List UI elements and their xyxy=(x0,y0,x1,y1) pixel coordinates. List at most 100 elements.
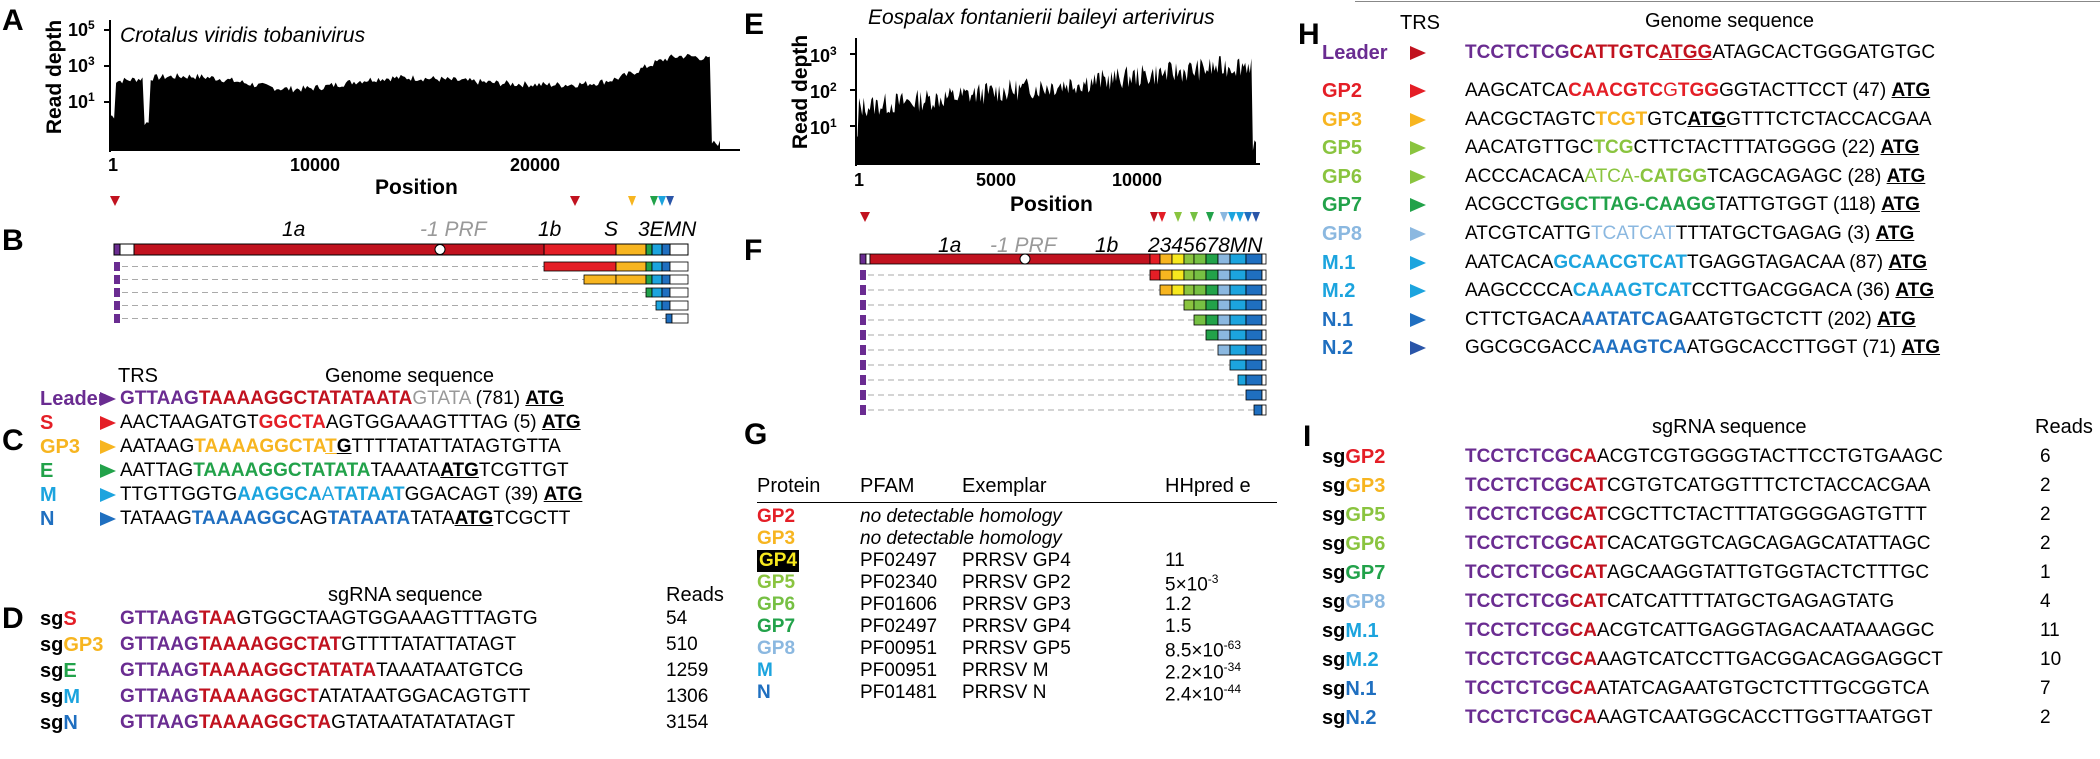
row-label-text: GP8 xyxy=(1345,591,1386,613)
sequence-segment: AGCAAGGTATTGTGGTACTCTTTGC xyxy=(1607,562,1930,583)
sequence-segment: GTATAATATATATAGT xyxy=(331,712,516,733)
sequence: TCCTCTCGCAACGTCGTGGGGTACTTCCTGTGAAGC xyxy=(1465,446,1943,468)
row-label-text: GP5 xyxy=(1322,137,1363,160)
sequence-segment: ATG xyxy=(454,508,494,529)
hhpred-e-value: 8.5×10-63 xyxy=(1165,638,1241,662)
row-label-text: M.1 xyxy=(1345,620,1379,642)
panel-b-label-prf: -1 PRF xyxy=(420,218,487,241)
panel-i-col-seq: sgRNA sequence xyxy=(1652,416,1807,438)
orf-block xyxy=(1245,269,1263,281)
row-label-prefix: sg xyxy=(1322,504,1346,526)
sequence-segment: AAAGTCA xyxy=(1591,337,1687,359)
panel-g-header-rule xyxy=(757,502,1277,503)
orf-block xyxy=(1229,344,1247,356)
e-mantissa: 1.5 xyxy=(1165,616,1192,637)
orf-block xyxy=(1245,389,1263,401)
sequence-segment: ATG xyxy=(541,412,581,433)
row-label: M.1 xyxy=(1322,252,1355,275)
sequence: GGCGCGACCAAAGTCAATGGCACCTTGGT (71) ATG xyxy=(1465,337,1940,359)
sequence-segment: TCCTCTCG xyxy=(1465,446,1570,467)
sequence-segment: GTTTTATATTATAGT xyxy=(341,634,517,655)
sequence-segment: CCTTGACGGACA (36) xyxy=(1691,280,1896,302)
orf-block xyxy=(1237,374,1247,386)
row-label-prefix: sg xyxy=(1322,533,1346,555)
panel-a-ytick: 101 xyxy=(68,90,95,112)
trs-arrow-icon xyxy=(1410,284,1426,299)
panel-d-col-seq: sgRNA sequence xyxy=(328,584,483,606)
trs-arrow-icon xyxy=(1410,141,1426,156)
panel-f-label-genes: 2345678MN xyxy=(1148,234,1263,257)
pfam-id: PF00951 xyxy=(860,638,938,659)
sequence-segment: G xyxy=(336,436,352,457)
row-label: Leader xyxy=(40,388,106,411)
trs-arrow-icon xyxy=(1410,341,1426,356)
hhpred-e-value: 1.5 xyxy=(1165,616,1191,638)
trs-arrow-icon xyxy=(100,464,116,478)
reads-count: 1306 xyxy=(666,686,709,707)
sequence-segment: TAAAAGGC xyxy=(191,508,301,529)
sequence: AATTAGTAAAAGGCTATATATAAATAATGTCGTTGT xyxy=(120,460,569,482)
sequence: TCCTCTCGCAAAGTCATCCTTGACGGACAGGAGGCT xyxy=(1465,649,1943,671)
panel-b-label-1a: 1a xyxy=(282,218,306,241)
row-label-prefix: sg xyxy=(40,712,64,734)
sequence-segment: CTTCTACTTTATGGGG (22) xyxy=(1633,137,1881,159)
orf-block xyxy=(645,274,653,285)
sequence-segment: CAACGTC xyxy=(1568,80,1664,101)
sequence-segment: TATTGTGGT (118) xyxy=(1715,194,1882,216)
sequence-segment: (781) xyxy=(470,388,526,409)
row-label: N.2 xyxy=(1322,337,1353,360)
sequence-segment: ATG xyxy=(525,388,565,409)
panel-g-col-protein: Protein xyxy=(757,475,821,497)
orf-block xyxy=(1253,404,1263,416)
leader-block xyxy=(860,300,866,310)
row-label: M.2 xyxy=(1322,280,1355,303)
sequence-segment: CA xyxy=(1569,620,1597,641)
protein-name: GP8 xyxy=(757,638,796,659)
orf-block xyxy=(1261,374,1267,386)
sequence-segment: TCGTTGT xyxy=(478,460,569,481)
panel-c-col-trs: TRS xyxy=(118,365,158,387)
row-label: sgGP5 xyxy=(1322,504,1385,527)
sequence-segment: ATGGCACCTTGGT (71) xyxy=(1686,337,1902,359)
panel-a-label: A xyxy=(2,4,24,37)
orf-block xyxy=(1159,284,1173,296)
row-label-text: GP7 xyxy=(1345,562,1386,584)
orf-block xyxy=(669,300,689,311)
orf-block xyxy=(1217,269,1231,281)
sequence-segment: TCCTCTCG xyxy=(1465,562,1570,583)
panel-b-genome-map xyxy=(110,196,689,324)
panel-b-label: B xyxy=(2,224,24,257)
panel-e-xtick: 1 xyxy=(854,170,865,190)
hhpred-e-value: 5×10-3 xyxy=(1165,572,1218,596)
protein-name: GP5 xyxy=(757,572,796,593)
sequence: TATAAGTAAAAGGCAGTATAATATATAATGTCGCTT xyxy=(120,508,570,530)
pfam-id: PF01481 xyxy=(860,682,938,703)
sequence: TCCTCTCGCAAAGTCAATGGCACCTTGGTTAATGGT xyxy=(1465,707,1933,729)
sequence: ACCCACACAATCA-CATGGTCAGCAGAGC (28) ATG xyxy=(1465,166,1925,188)
orf-block xyxy=(1217,299,1231,311)
panel-h-col-trs: TRS xyxy=(1400,12,1440,34)
sequence-segment: A xyxy=(321,484,335,505)
orf-block xyxy=(661,287,671,298)
leader-block xyxy=(114,288,120,297)
panel-d-label: D xyxy=(2,602,24,635)
orf-block xyxy=(1261,314,1267,326)
pfam-id: PF00951 xyxy=(860,660,938,681)
exemplar: PRRSV GP2 xyxy=(962,572,1071,593)
sequence-segment: TAAAAGGCTA xyxy=(194,436,326,457)
reads-count: 2 xyxy=(2040,504,2051,525)
reads-count: 510 xyxy=(666,634,698,655)
row-label-prefix: sg xyxy=(1322,649,1346,671)
sequence-segment: ACGTCATTGAGGTAGACAATAAAGGC xyxy=(1596,620,1935,641)
row-label: GP6 xyxy=(1322,166,1362,189)
sequence-segment: ATCGTCATTG xyxy=(1465,223,1591,244)
orf-block xyxy=(1261,404,1267,416)
row-label-text: N.2 xyxy=(1345,707,1377,729)
panel-f-label: F xyxy=(744,234,763,267)
row-label-text: GP5 xyxy=(1345,504,1386,526)
panel-a-xtick: 10000 xyxy=(290,155,341,175)
sequence-segment: GAATGTGCTCTT (202) xyxy=(1668,308,1878,330)
sequence-segment: CA xyxy=(1569,707,1597,728)
sequence-segment: CATCATTTTATGCTGAGAGTATG xyxy=(1607,591,1895,612)
trs-arrow-icon xyxy=(1410,169,1426,184)
